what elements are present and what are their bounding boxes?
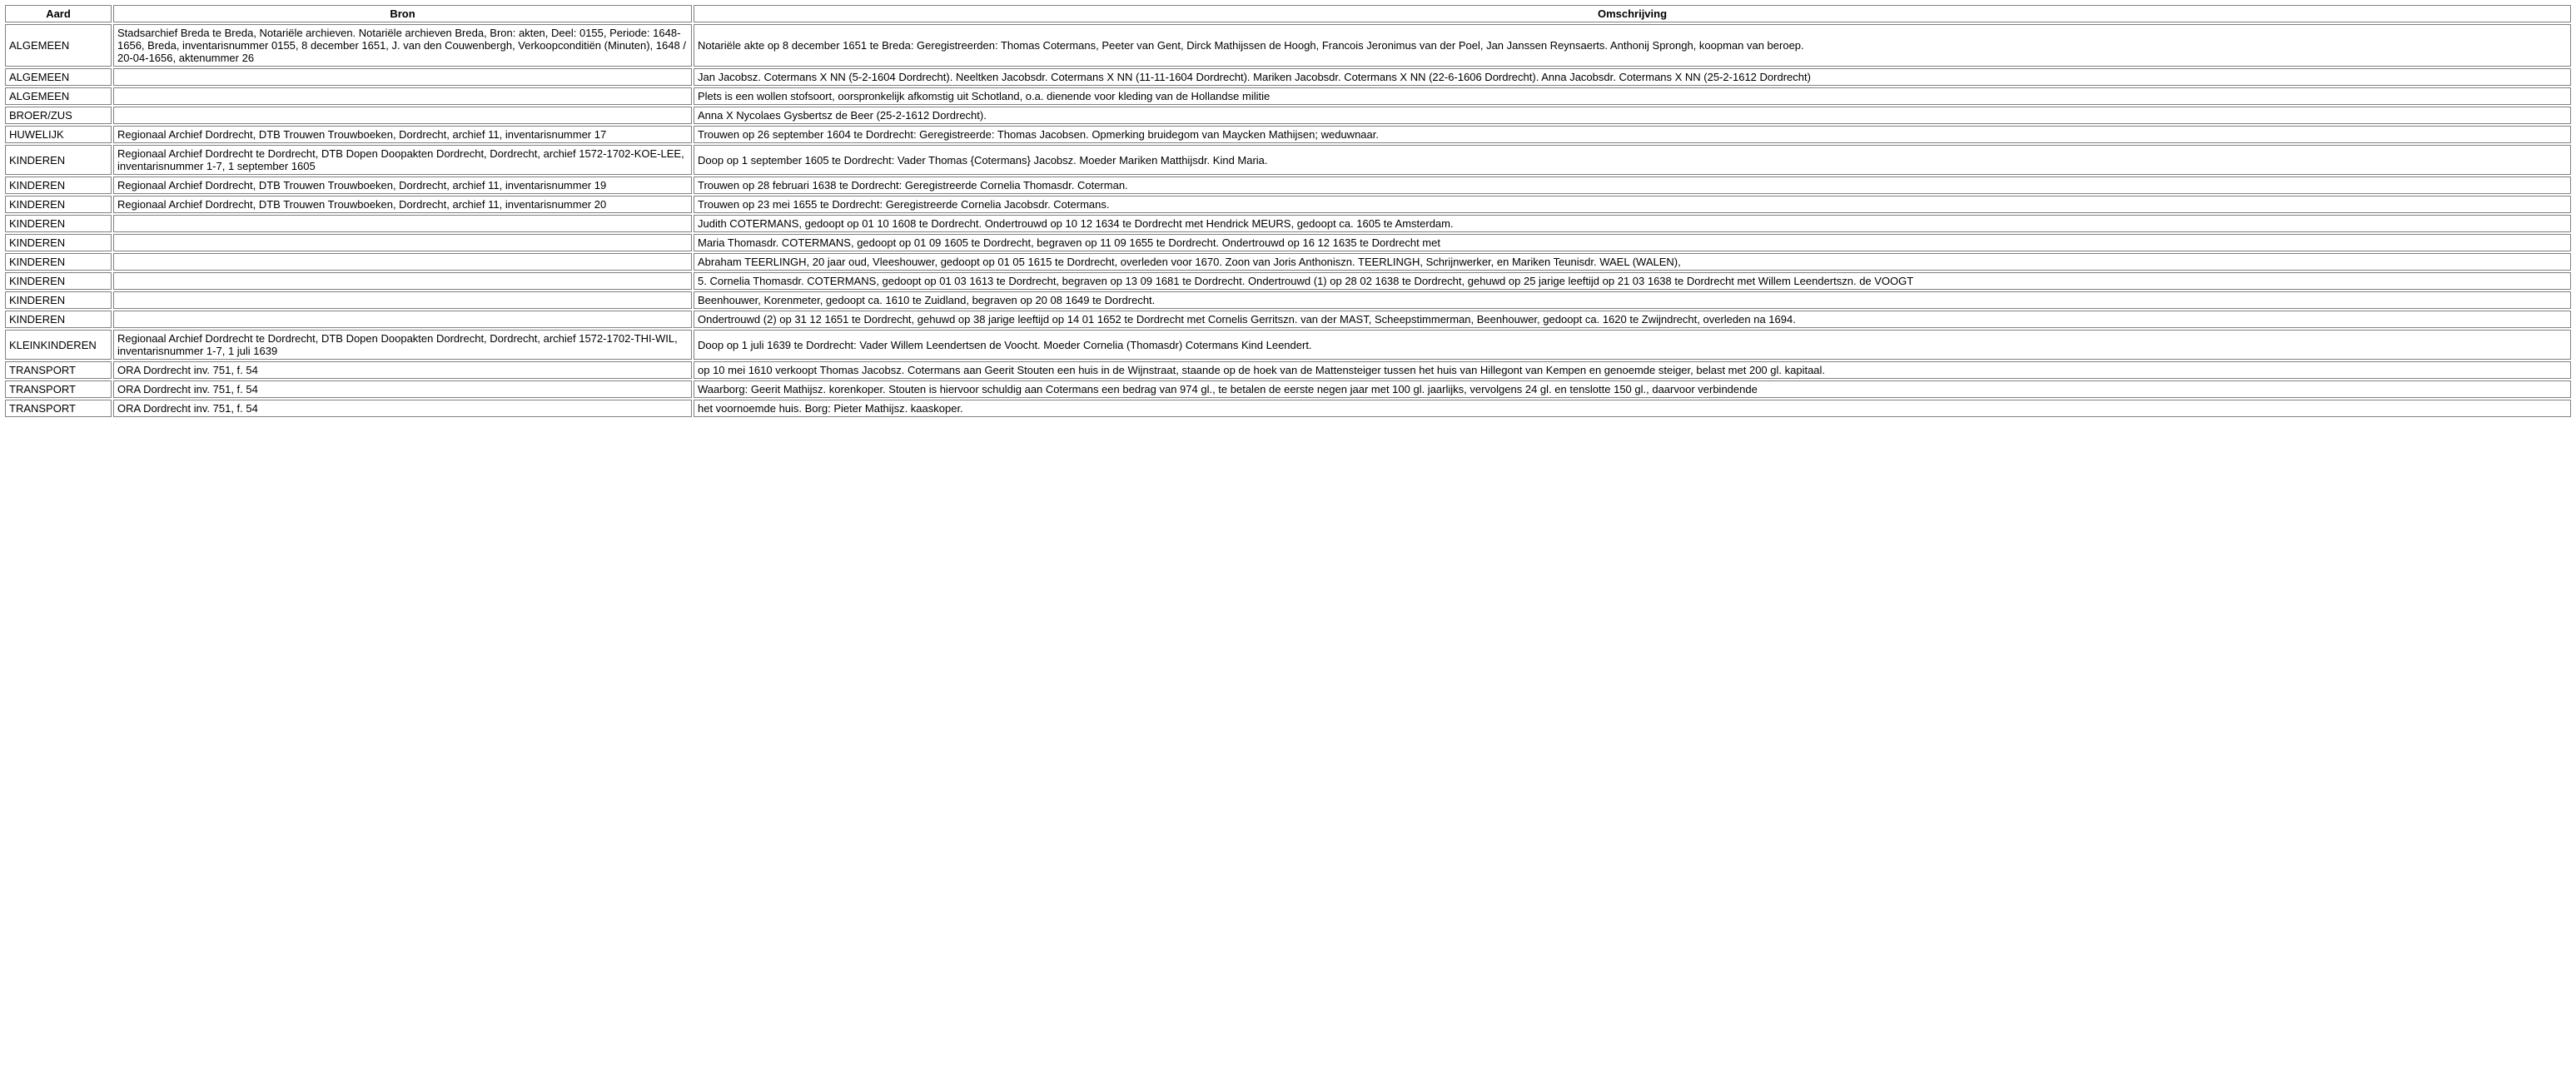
- cell-aard: ALGEMEEN: [5, 68, 112, 86]
- cell-bron: Regionaal Archief Dordrecht te Dordrecht…: [113, 145, 692, 175]
- cell-omschrijving: het voornoemde huis. Borg: Pieter Mathij…: [694, 400, 2571, 417]
- cell-omschrijving: Waarborg: Geerit Mathijsz. korenkoper. S…: [694, 380, 2571, 398]
- cell-bron: [113, 272, 692, 290]
- table-row: ALGEMEENStadsarchief Breda te Breda, Not…: [5, 24, 2571, 67]
- cell-omschrijving: Ondertrouwd (2) op 31 12 1651 te Dordrec…: [694, 311, 2571, 328]
- cell-aard: KINDEREN: [5, 234, 112, 251]
- cell-omschrijving: op 10 mei 1610 verkoopt Thomas Jacobsz. …: [694, 361, 2571, 379]
- table-header-row: Aard Bron Omschrijving: [5, 5, 2571, 22]
- cell-bron: Regionaal Archief Dordrecht, DTB Trouwen…: [113, 126, 692, 143]
- cell-omschrijving: Notariële akte op 8 december 1651 te Bre…: [694, 24, 2571, 67]
- table-row: KINDEREN Maria Thomasdr. COTERMANS, gedoo…: [5, 234, 2571, 251]
- cell-aard: TRANSPORT: [5, 400, 112, 417]
- table-row: KINDEREN Judith COTERMANS, gedoopt op 01 …: [5, 215, 2571, 232]
- cell-omschrijving: Doop op 1 juli 1639 te Dordrecht: Vader …: [694, 330, 2571, 360]
- cell-aard: KINDEREN: [5, 145, 112, 175]
- table-row: KINDERENRegionaal Archief Dordrecht, DTB…: [5, 177, 2571, 194]
- table-row: KINDEREN Ondertrouwd (2) op 31 12 1651 te…: [5, 311, 2571, 328]
- table-row: BROER/ZUS Anna X Nycolaes Gysbertsz de Be…: [5, 107, 2571, 124]
- table-header: Aard Bron Omschrijving: [5, 5, 2571, 22]
- cell-aard: ALGEMEEN: [5, 87, 112, 105]
- cell-aard: KINDEREN: [5, 177, 112, 194]
- cell-omschrijving: Abraham TEERLINGH, 20 jaar oud, Vleeshou…: [694, 253, 2571, 271]
- cell-omschrijving: Trouwen op 26 september 1604 te Dordrech…: [694, 126, 2571, 143]
- cell-bron: ORA Dordrecht inv. 751, f. 54: [113, 400, 692, 417]
- table-row: KINDEREN Abraham TEERLINGH, 20 jaar oud, …: [5, 253, 2571, 271]
- table-row: TRANSPORTORA Dordrecht inv. 751, f. 54op…: [5, 361, 2571, 379]
- cell-aard: KLEINKINDEREN: [5, 330, 112, 360]
- cell-bron: Regionaal Archief Dordrecht te Dordrecht…: [113, 330, 692, 360]
- cell-aard: KINDEREN: [5, 196, 112, 213]
- cell-omschrijving: Judith COTERMANS, gedoopt op 01 10 1608 …: [694, 215, 2571, 232]
- cell-omschrijving: Trouwen op 23 mei 1655 te Dordrecht: Ger…: [694, 196, 2571, 213]
- cell-omschrijving: 5. Cornelia Thomasdr. COTERMANS, gedoopt…: [694, 272, 2571, 290]
- cell-aard: KINDEREN: [5, 272, 112, 290]
- table-body: ALGEMEENStadsarchief Breda te Breda, Not…: [5, 24, 2571, 417]
- cell-bron: [113, 107, 692, 124]
- cell-aard: ALGEMEEN: [5, 24, 112, 67]
- cell-omschrijving: Maria Thomasdr. COTERMANS, gedoopt op 01…: [694, 234, 2571, 251]
- cell-bron: [113, 311, 692, 328]
- table-row: KINDERENRegionaal Archief Dordrecht te D…: [5, 145, 2571, 175]
- cell-omschrijving: Jan Jacobsz. Cotermans X NN (5-2-1604 Do…: [694, 68, 2571, 86]
- cell-bron: ORA Dordrecht inv. 751, f. 54: [113, 380, 692, 398]
- column-header-bron: Bron: [113, 5, 692, 22]
- cell-aard: HUWELIJK: [5, 126, 112, 143]
- column-header-omschrijving: Omschrijving: [694, 5, 2571, 22]
- table-row: HUWELIJKRegionaal Archief Dordrecht, DTB…: [5, 126, 2571, 143]
- column-header-aard: Aard: [5, 5, 112, 22]
- table-row: TRANSPORTORA Dordrecht inv. 751, f. 54he…: [5, 400, 2571, 417]
- table-row: KINDEREN Beenhouwer, Korenmeter, gedoopt …: [5, 291, 2571, 309]
- cell-aard: KINDEREN: [5, 215, 112, 232]
- cell-aard: KINDEREN: [5, 311, 112, 328]
- cell-bron: ORA Dordrecht inv. 751, f. 54: [113, 361, 692, 379]
- cell-bron: [113, 253, 692, 271]
- cell-bron: [113, 87, 692, 105]
- cell-omschrijving: Beenhouwer, Korenmeter, gedoopt ca. 1610…: [694, 291, 2571, 309]
- cell-bron: [113, 215, 692, 232]
- table-row: KLEINKINDERENRegionaal Archief Dordrecht…: [5, 330, 2571, 360]
- table-row: ALGEMEEN Jan Jacobsz. Cotermans X NN (5-2…: [5, 68, 2571, 86]
- cell-omschrijving: Doop op 1 september 1605 te Dordrecht: V…: [694, 145, 2571, 175]
- cell-bron: [113, 68, 692, 86]
- cell-aard: BROER/ZUS: [5, 107, 112, 124]
- cell-omschrijving: Trouwen op 28 februari 1638 te Dordrecht…: [694, 177, 2571, 194]
- cell-bron: Regionaal Archief Dordrecht, DTB Trouwen…: [113, 196, 692, 213]
- cell-bron: [113, 234, 692, 251]
- cell-aard: TRANSPORT: [5, 380, 112, 398]
- cell-bron: [113, 291, 692, 309]
- table-row: KINDEREN 5. Cornelia Thomasdr. COTERMANS,…: [5, 272, 2571, 290]
- table-row: TRANSPORTORA Dordrecht inv. 751, f. 54Wa…: [5, 380, 2571, 398]
- cell-aard: KINDEREN: [5, 253, 112, 271]
- cell-omschrijving: Anna X Nycolaes Gysbertsz de Beer (25-2-…: [694, 107, 2571, 124]
- cell-aard: TRANSPORT: [5, 361, 112, 379]
- table-row: KINDERENRegionaal Archief Dordrecht, DTB…: [5, 196, 2571, 213]
- cell-bron: Regionaal Archief Dordrecht, DTB Trouwen…: [113, 177, 692, 194]
- data-table: Aard Bron Omschrijving ALGEMEENStadsarch…: [3, 3, 2573, 419]
- cell-bron: Stadsarchief Breda te Breda, Notariële a…: [113, 24, 692, 67]
- cell-aard: KINDEREN: [5, 291, 112, 309]
- cell-omschrijving: Plets is een wollen stofsoort, oorspronk…: [694, 87, 2571, 105]
- table-row: ALGEMEEN Plets is een wollen stofsoort, o…: [5, 87, 2571, 105]
